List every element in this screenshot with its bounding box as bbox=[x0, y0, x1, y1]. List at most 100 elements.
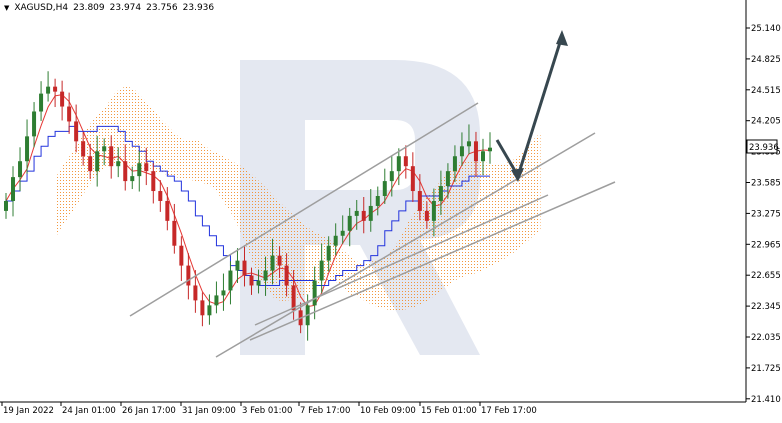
close-value: 23.936 bbox=[182, 3, 215, 13]
candle-body bbox=[277, 255, 282, 266]
time-tick-label: 24 Jan 01:00 bbox=[62, 406, 116, 416]
candle-body bbox=[410, 166, 415, 192]
candle-body bbox=[207, 305, 212, 316]
price-tick-label: 24.205 bbox=[751, 117, 781, 127]
candle-body bbox=[312, 280, 317, 306]
tenkan-line bbox=[5, 94, 491, 308]
candles bbox=[4, 71, 492, 341]
candle-body bbox=[81, 141, 86, 157]
price-tick-label: 24.825 bbox=[751, 55, 781, 65]
candle-body bbox=[165, 200, 170, 221]
price-tick-label: 21.725 bbox=[751, 364, 781, 374]
time-tick-label: 31 Jan 09:00 bbox=[182, 406, 236, 416]
arrow-head-icon bbox=[556, 30, 568, 46]
time-tick-label: 19 Jan 2022 bbox=[3, 406, 54, 416]
symbol-timeframe: XAGUSD,H4 bbox=[14, 3, 69, 13]
candle-body bbox=[424, 210, 429, 221]
current-price-tag: 23.936 bbox=[746, 139, 779, 154]
candle-body bbox=[270, 255, 275, 271]
candle-body bbox=[466, 141, 471, 147]
candle-body bbox=[347, 215, 352, 231]
chart-header: ▼ XAGUSD,H4 23.809 23.974 23.756 23.936 bbox=[4, 3, 214, 13]
price-tick-label: 23.275 bbox=[751, 209, 781, 219]
current-price-label: 23.936 bbox=[749, 143, 779, 153]
open-value: 23.809 bbox=[73, 3, 105, 13]
candle-body bbox=[361, 210, 366, 221]
candle-body bbox=[375, 196, 380, 206]
candle-body bbox=[144, 163, 149, 172]
candle-body bbox=[158, 191, 163, 201]
price-tick-label: 22.655 bbox=[751, 271, 781, 281]
candle-body bbox=[123, 161, 128, 182]
high-value: 23.974 bbox=[109, 3, 142, 13]
candle-body bbox=[67, 106, 72, 122]
ichimoku-cloud bbox=[56, 86, 541, 311]
candle-body bbox=[18, 161, 23, 178]
time-axis: 19 Jan 2022 24 Jan 01:00 26 Jan 17:00 31 Ja… bbox=[1, 402, 537, 416]
candle-body bbox=[340, 230, 345, 236]
candle-body bbox=[291, 285, 296, 311]
candle-body bbox=[11, 177, 16, 201]
candle-body bbox=[382, 181, 387, 197]
price-tick-label: 25.140 bbox=[751, 24, 781, 34]
time-tick-label: 3 Feb 01:00 bbox=[242, 406, 292, 416]
candle-body bbox=[396, 156, 401, 172]
candle-body bbox=[200, 300, 205, 316]
candle-body bbox=[445, 171, 450, 187]
price-tick-label: 21.410 bbox=[751, 395, 781, 405]
price-tick-label: 22.345 bbox=[751, 302, 781, 312]
candle-body bbox=[333, 235, 338, 246]
time-tick-label: 15 Feb 01:00 bbox=[421, 406, 477, 416]
triangle-down-icon[interactable]: ▼ bbox=[4, 4, 10, 12]
candle-body bbox=[130, 176, 135, 182]
price-tick-label: 22.035 bbox=[751, 333, 781, 343]
candle-body bbox=[459, 146, 464, 157]
candle-body bbox=[403, 156, 408, 167]
candle-body bbox=[284, 265, 289, 286]
channel-line bbox=[129, 102, 479, 317]
candle-body bbox=[452, 156, 457, 172]
arrow-dip-icon bbox=[511, 168, 524, 182]
candle-body bbox=[74, 121, 79, 142]
low-value: 23.756 bbox=[146, 3, 178, 13]
candle-body bbox=[151, 171, 156, 192]
candle-body bbox=[137, 163, 142, 177]
candle-body bbox=[186, 265, 191, 286]
candle-body bbox=[480, 151, 485, 162]
candle-body bbox=[53, 86, 58, 92]
time-tick-label: 10 Feb 09:00 bbox=[360, 406, 416, 416]
candle-body bbox=[25, 136, 30, 162]
candle-body bbox=[102, 146, 107, 152]
price-tick-label: 23.585 bbox=[751, 179, 781, 189]
candle-body bbox=[431, 200, 436, 221]
time-tick-label: 7 Feb 17:00 bbox=[300, 406, 350, 416]
price-tick-label: 22.965 bbox=[751, 240, 781, 250]
candle-body bbox=[242, 260, 247, 276]
candle-body bbox=[179, 245, 184, 266]
candle-body bbox=[95, 151, 100, 172]
candle-body bbox=[249, 275, 254, 286]
candle-body bbox=[60, 91, 65, 107]
candle-body bbox=[221, 290, 226, 296]
trend-channel bbox=[129, 102, 616, 358]
candle-body bbox=[354, 210, 359, 216]
candle-body bbox=[46, 86, 51, 94]
channel-line bbox=[215, 132, 596, 358]
candle-body bbox=[109, 146, 114, 167]
candle-body bbox=[39, 93, 44, 112]
candle-body bbox=[172, 220, 177, 246]
candle-body bbox=[417, 191, 422, 211]
candle-body bbox=[193, 285, 198, 301]
candle-body bbox=[488, 147, 492, 152]
candle-body bbox=[438, 186, 443, 201]
candle-body bbox=[326, 245, 331, 261]
candle-body bbox=[214, 295, 219, 306]
candle-body bbox=[116, 161, 121, 167]
candle-body bbox=[228, 270, 233, 291]
forecast-arrow bbox=[495, 30, 568, 182]
cloud-area bbox=[56, 86, 541, 311]
candle-body bbox=[235, 260, 240, 271]
candle-body bbox=[473, 141, 478, 162]
